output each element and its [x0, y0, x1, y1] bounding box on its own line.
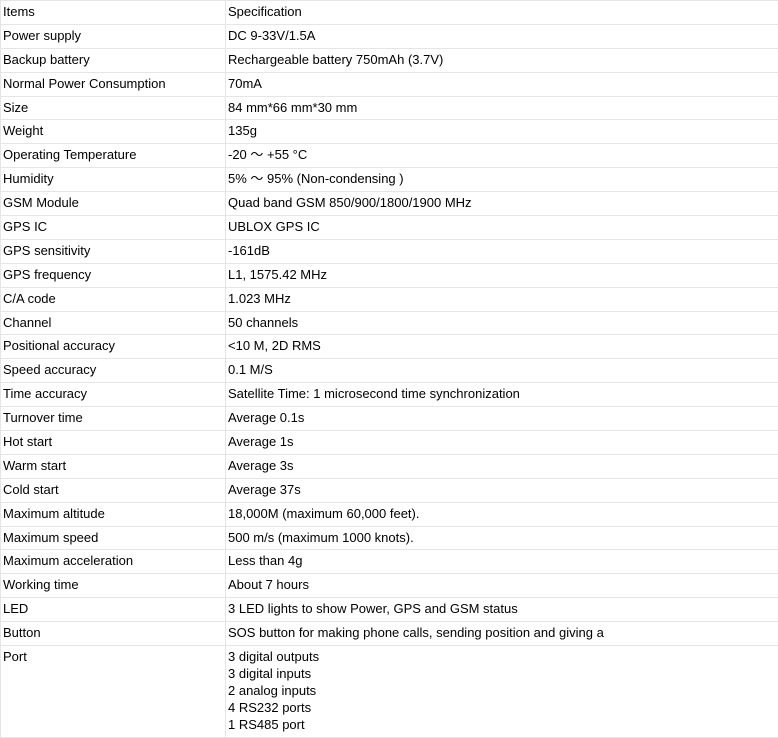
table-row: Time accuracySatellite Time: 1 microseco… [1, 383, 778, 407]
spec-cell: -161dB [226, 239, 778, 263]
table-row: Hot startAverage 1s [1, 431, 778, 455]
table-row: Positional accuracy<10 M, 2D RMS [1, 335, 778, 359]
table-row: Backup batteryRechargeable battery 750mA… [1, 48, 778, 72]
table-row: Normal Power Consumption70mA [1, 72, 778, 96]
spec-cell: 1.023 MHz [226, 287, 778, 311]
table-row: Turnover timeAverage 0.1s [1, 407, 778, 431]
item-cell: Turnover time [1, 407, 226, 431]
spec-cell: Average 1s [226, 431, 778, 455]
table-row: GPS frequencyL1, 1575.42 MHz [1, 263, 778, 287]
spec-table: ItemsSpecificationPower supplyDC 9-33V/1… [0, 0, 778, 738]
table-row: Working timeAbout 7 hours [1, 574, 778, 598]
spec-cell: 5% ～ 95% (Non-condensing ) [226, 168, 778, 192]
table-row: GPS sensitivity-161dB [1, 239, 778, 263]
item-cell: GPS frequency [1, 263, 226, 287]
item-cell: Port [1, 646, 226, 737]
table-row: GSM ModuleQuad band GSM 850/900/1800/190… [1, 192, 778, 216]
spec-cell: 50 channels [226, 311, 778, 335]
item-cell: Cold start [1, 478, 226, 502]
item-cell: LED [1, 598, 226, 622]
item-cell: GSM Module [1, 192, 226, 216]
spec-cell: Average 0.1s [226, 407, 778, 431]
spec-cell: Average 37s [226, 478, 778, 502]
table-row: LED3 LED lights to show Power, GPS and G… [1, 598, 778, 622]
table-row: C/A code1.023 MHz [1, 287, 778, 311]
spec-cell: Quad band GSM 850/900/1800/1900 MHz [226, 192, 778, 216]
table-row: Maximum speed500 m/s (maximum 1000 knots… [1, 526, 778, 550]
spec-cell: Specification [226, 1, 778, 25]
item-cell: Working time [1, 574, 226, 598]
spec-cell: 0.1 M/S [226, 359, 778, 383]
item-cell: Maximum acceleration [1, 550, 226, 574]
item-cell: Hot start [1, 431, 226, 455]
item-cell: Speed accuracy [1, 359, 226, 383]
spec-cell: 500 m/s (maximum 1000 knots). [226, 526, 778, 550]
spec-cell: Satellite Time: 1 microsecond time synch… [226, 383, 778, 407]
spec-cell: UBLOX GPS IC [226, 216, 778, 240]
table-row: Channel50 channels [1, 311, 778, 335]
spec-cell: 3 LED lights to show Power, GPS and GSM … [226, 598, 778, 622]
table-row: Power supplyDC 9-33V/1.5A [1, 24, 778, 48]
item-cell: Power supply [1, 24, 226, 48]
item-cell: Normal Power Consumption [1, 72, 226, 96]
item-cell: Humidity [1, 168, 226, 192]
spec-cell: Less than 4g [226, 550, 778, 574]
table-row: Warm startAverage 3s [1, 454, 778, 478]
table-row: Speed accuracy0.1 M/S [1, 359, 778, 383]
item-cell: Operating Temperature [1, 144, 226, 168]
item-cell: GPS IC [1, 216, 226, 240]
spec-cell: 135g [226, 120, 778, 144]
item-cell: Warm start [1, 454, 226, 478]
table-row: Maximum accelerationLess than 4g [1, 550, 778, 574]
spec-cell: -20 ～ +55 °C [226, 144, 778, 168]
table-row: Port3 digital outputs 3 digital inputs 2… [1, 646, 778, 737]
spec-cell: About 7 hours [226, 574, 778, 598]
table-row: Operating Temperature-20 ～ +55 °C [1, 144, 778, 168]
table-row: Size84 mm*66 mm*30 mm [1, 96, 778, 120]
spec-cell: 18,000M (maximum 60,000 feet). [226, 502, 778, 526]
spec-cell: <10 M, 2D RMS [226, 335, 778, 359]
item-cell: Time accuracy [1, 383, 226, 407]
item-cell: Button [1, 622, 226, 646]
item-cell: Weight [1, 120, 226, 144]
spec-cell: L1, 1575.42 MHz [226, 263, 778, 287]
table-row: GPS ICUBLOX GPS IC [1, 216, 778, 240]
table-row: Weight135g [1, 120, 778, 144]
item-cell: Maximum altitude [1, 502, 226, 526]
item-cell: Backup battery [1, 48, 226, 72]
table-row: ItemsSpecification [1, 1, 778, 25]
spec-cell: 70mA [226, 72, 778, 96]
table-row: Maximum altitude18,000M (maximum 60,000 … [1, 502, 778, 526]
table-row: Cold startAverage 37s [1, 478, 778, 502]
table-row: Humidity5% ～ 95% (Non-condensing ) [1, 168, 778, 192]
table-row: ButtonSOS button for making phone calls,… [1, 622, 778, 646]
item-cell: GPS sensitivity [1, 239, 226, 263]
spec-cell: 3 digital outputs 3 digital inputs 2 ana… [226, 646, 778, 737]
spec-cell: 84 mm*66 mm*30 mm [226, 96, 778, 120]
item-cell: Items [1, 1, 226, 25]
item-cell: C/A code [1, 287, 226, 311]
item-cell: Size [1, 96, 226, 120]
spec-table-body: ItemsSpecificationPower supplyDC 9-33V/1… [1, 1, 778, 738]
spec-cell: SOS button for making phone calls, sendi… [226, 622, 778, 646]
spec-cell: Average 3s [226, 454, 778, 478]
item-cell: Positional accuracy [1, 335, 226, 359]
item-cell: Maximum speed [1, 526, 226, 550]
item-cell: Channel [1, 311, 226, 335]
spec-cell: Rechargeable battery 750mAh (3.7V) [226, 48, 778, 72]
spec-cell: DC 9-33V/1.5A [226, 24, 778, 48]
